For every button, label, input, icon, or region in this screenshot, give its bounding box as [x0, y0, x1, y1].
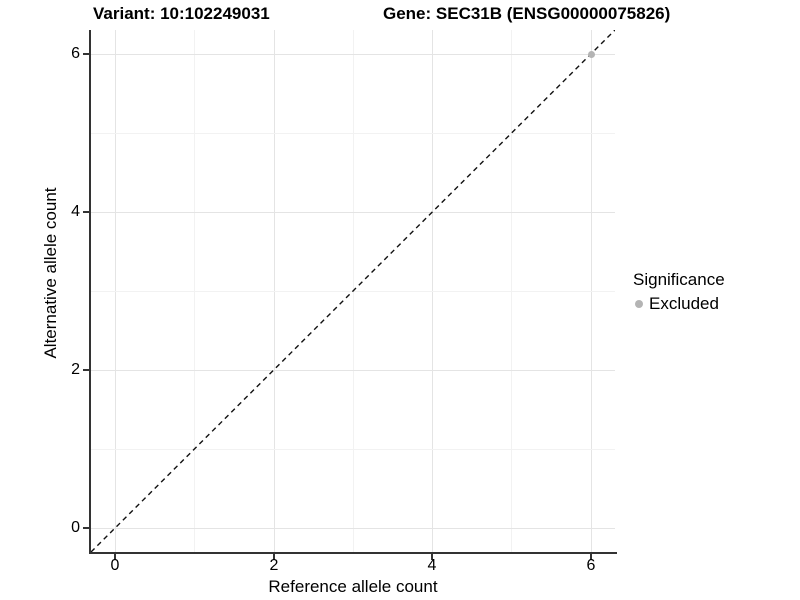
gridline-y-4 [91, 212, 615, 213]
x-axis-title: Reference allele count [268, 577, 438, 596]
x-tick-2 [273, 554, 275, 560]
identity-line [91, 30, 615, 552]
y-tick-6 [83, 53, 89, 55]
plot-title-variant: Variant: 10:102249031 [93, 4, 270, 23]
data-point-excluded [588, 51, 595, 58]
excluded-marker-icon [635, 300, 643, 308]
plot-panel [91, 30, 615, 552]
legend-item-excluded: Excluded [635, 294, 725, 314]
y-tick-0 [83, 527, 89, 529]
x-axis-line [89, 552, 617, 554]
legend: Significance Excluded [633, 270, 725, 314]
y-tick-label-2: 2 [71, 361, 80, 378]
gridline-y-2 [91, 370, 615, 371]
x-tick-0 [114, 554, 116, 560]
gridline-y-0 [91, 528, 615, 529]
x-tick-4 [431, 554, 433, 560]
y-tick-label-6: 6 [71, 45, 80, 62]
x-tick-6 [590, 554, 592, 560]
y-axis-line [89, 30, 91, 554]
legend-title: Significance [633, 270, 725, 289]
legend-item-label: Excluded [649, 294, 719, 313]
x-tick-label-0: 0 [110, 557, 120, 574]
y-axis-title: Alternative allele count [41, 187, 60, 359]
plot-title-gene: Gene: SEC31B (ENSG00000075826) [383, 4, 671, 23]
gridline-y-6 [91, 54, 615, 55]
x-tick-label-6: 6 [586, 557, 596, 574]
y-tick-4 [83, 211, 89, 213]
y-tick-label-0: 0 [71, 519, 80, 536]
gridline-y-minor-1 [91, 449, 615, 450]
y-tick-label-4: 4 [71, 203, 80, 220]
x-tick-label-4: 4 [427, 557, 437, 574]
y-tick-2 [83, 369, 89, 371]
x-tick-label-2: 2 [269, 557, 279, 574]
gridline-y-minor-5 [91, 133, 615, 134]
